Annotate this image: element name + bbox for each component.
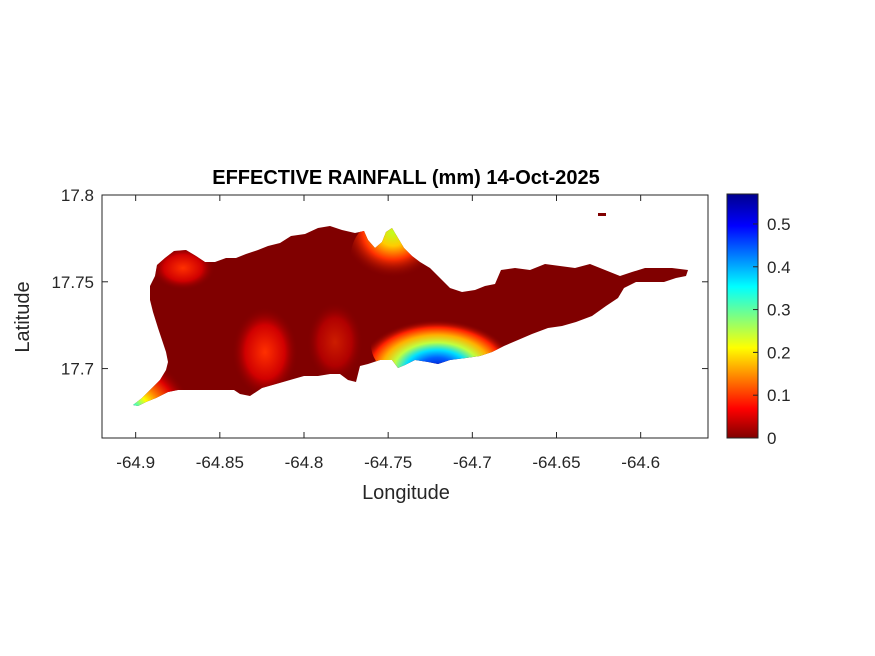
colorbar-tick-label: 0.5	[767, 215, 791, 234]
y-tick-label: 17.75	[51, 273, 94, 292]
x-tick-label: -64.9	[116, 453, 155, 472]
colorbar-tick-label: 0.2	[767, 343, 791, 362]
small-islet	[598, 213, 606, 216]
colorbar-gradient	[726, 193, 759, 439]
x-tick-label: -64.8	[285, 453, 324, 472]
y-tick-label: 17.7	[61, 360, 94, 379]
x-tick-label: -64.7	[453, 453, 492, 472]
colorbar-tick-label: 0.4	[767, 258, 791, 277]
hotspot-south	[307, 302, 363, 382]
map-title: EFFECTIVE RAINFALL (mm) 14-Oct-2025	[212, 167, 599, 189]
colorbar-tick-label: 0	[767, 429, 776, 448]
colorbar-ticks: 0.5 0.4 0.3 0.2 0.1 0	[753, 215, 791, 448]
x-tick-label: -64.85	[196, 453, 244, 472]
x-tick-label: -64.75	[364, 453, 412, 472]
colorbar-tick-label: 0.3	[767, 301, 791, 320]
y-axis: 17.8 17.75 17.7	[51, 186, 708, 379]
hotspot-central-south	[232, 307, 298, 397]
x-tick-label: -64.65	[532, 453, 580, 472]
x-tick-label: -64.6	[621, 453, 660, 472]
x-axis: -64.9 -64.85 -64.8 -64.75 -64.7 -64.65 -64.6	[116, 195, 660, 472]
colorbar: 0.5 0.4 0.3 0.2 0.1 0	[726, 193, 791, 448]
colorbar-tick-label: 0.1	[767, 386, 791, 405]
y-axis-label: Latitude	[12, 281, 34, 352]
hotspot-west-tip	[133, 357, 190, 406]
x-axis-label: Longitude	[362, 482, 450, 504]
y-tick-label: 17.8	[61, 186, 94, 205]
